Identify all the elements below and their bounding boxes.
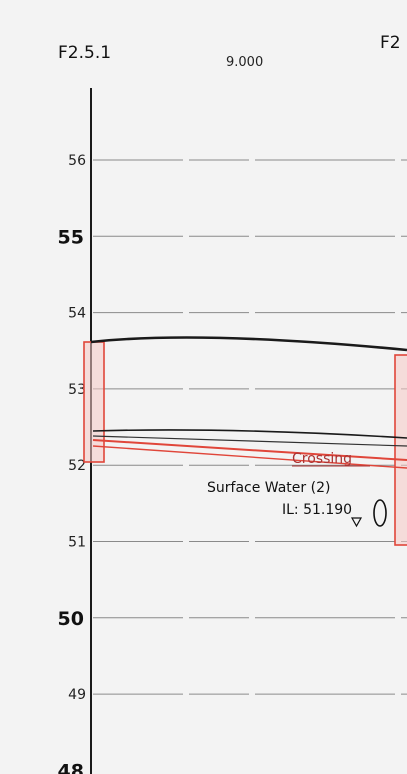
section-distance: 9.000 [226, 55, 263, 70]
ground-surface-line [90, 336, 407, 352]
pipe-crown-line [92, 429, 407, 439]
tick-label-54: 54 [68, 306, 86, 322]
pipe-invert-line[interactable] [92, 439, 407, 461]
elevation-tick-labels: 56 55 54 53 52 51 50 49 48 [58, 153, 87, 774]
invert-level-marker-icon [350, 517, 363, 528]
pipe-name-label: Surface Water (2) [207, 480, 330, 496]
tick-label-55: 55 [58, 226, 84, 248]
manhole-right[interactable] [394, 354, 407, 546]
tick-label-52: 52 [68, 458, 86, 474]
tick-label-50: 50 [58, 608, 84, 630]
crossing-label: Crossing [292, 451, 352, 467]
tick-label-49: 49 [68, 687, 86, 703]
tick-label-53: 53 [68, 382, 86, 398]
pipe-crown-inner-line [92, 435, 407, 447]
node-label-left: F2.5.1 [58, 43, 111, 63]
node-label-right: F2 [380, 33, 401, 53]
tick-label-56: 56 [68, 153, 86, 169]
manhole-left[interactable] [83, 341, 105, 463]
elevation-grid [93, 159, 407, 695]
crossing-pipe-section-icon[interactable] [373, 499, 387, 527]
pipe-soffit-line[interactable] [92, 445, 407, 469]
tick-label-51: 51 [68, 535, 86, 551]
tick-label-48: 48 [58, 760, 84, 774]
invert-level-label: IL: 51.190 [282, 502, 352, 518]
